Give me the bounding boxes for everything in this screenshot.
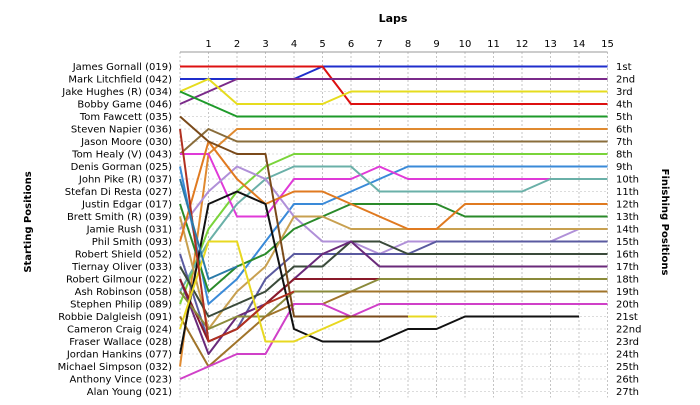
finishing-label: 8th (616, 150, 633, 161)
lap-tick-label: 10 (459, 39, 472, 50)
starting-label: Anthony Vince (023) (70, 375, 173, 386)
starting-label: Jamie Rush (031) (86, 225, 172, 236)
finishing-label: 21st (616, 312, 638, 323)
driver-line (180, 65, 608, 105)
driver-line (179, 240, 608, 343)
finishing-label: 16th (616, 250, 639, 261)
starting-label: Justin Edgar (017) (81, 200, 172, 211)
driver-line (179, 178, 238, 280)
starting-label: Michael Simpson (032) (58, 362, 173, 373)
starting-label: Jake Hughes (R) (034) (61, 87, 172, 98)
driver-line (179, 128, 295, 343)
lap-tick-label: 11 (487, 39, 500, 50)
finishing-label: 22nd (616, 325, 641, 336)
starting-label: Phil Smith (093) (92, 237, 172, 248)
starting-label: Ash Robinson (058) (75, 287, 172, 298)
starting-label: Denis Gorman (025) (71, 162, 173, 173)
starting-label: Jason Moore (030) (80, 137, 172, 148)
driver-line (179, 303, 608, 380)
finishing-label: 9th (616, 162, 633, 173)
finishing-label: 17th (616, 262, 639, 273)
driver-line (179, 240, 608, 318)
lap-ticks: 1 2 3 4 5 6 7 8 9 10 11 12 13 14 15 (205, 39, 614, 50)
driver-line (179, 215, 608, 330)
lap-tick-label: 3 (262, 39, 268, 50)
driver-line (179, 115, 408, 318)
lap-tick-label: 15 (601, 39, 614, 50)
lap-tick-label: 7 (376, 39, 382, 50)
driver-line (179, 240, 608, 355)
starting-label: Robbie Dalgleish (091) (58, 312, 172, 323)
finishing-label: 27th (616, 387, 639, 398)
finishing-label: 4th (616, 100, 633, 111)
finishing-label: 11th (616, 187, 639, 198)
starting-label: Fraser Wallace (028) (69, 337, 172, 348)
starting-label: Robert Shield (052) (75, 250, 172, 261)
driver-line (179, 78, 608, 105)
finishing-label: 14th (616, 225, 639, 236)
left-axis-label: Starting Positions (23, 171, 34, 272)
finishing-label: 1st (616, 62, 632, 73)
driver-line (180, 65, 608, 80)
starting-label: Steven Napier (036) (71, 125, 172, 136)
starting-label: Stephen Philip (089) (70, 300, 172, 311)
finishing-label: 20th (616, 300, 639, 311)
driver-line (179, 203, 608, 293)
lap-tick-label: 9 (433, 39, 439, 50)
lap-tick-label: 2 (234, 39, 240, 50)
finishing-label: 2nd (616, 75, 635, 86)
finishing-label: 19th (616, 287, 639, 298)
finishing-label: 23rd (616, 337, 639, 348)
starting-label: James Gornall (019) (72, 62, 172, 73)
driver-line (179, 140, 608, 242)
starting-label: Tiernay Oliver (033) (71, 262, 172, 273)
finishing-label: 25th (616, 362, 639, 373)
lap-tick-label: 4 (291, 39, 297, 50)
lap-tick-label: 1 (205, 39, 211, 50)
chart-title: Laps (379, 12, 408, 25)
lap-tick-label: 14 (573, 39, 586, 50)
lap-tick-label: 13 (544, 39, 557, 50)
finishing-label: 18th (616, 275, 639, 286)
finishing-label: 5th (616, 112, 633, 123)
driver-line (179, 128, 608, 367)
finishing-label: 3rd (616, 87, 633, 98)
starting-label: Jordan Hankins (077) (66, 350, 172, 361)
finishing-label: 12th (616, 200, 639, 211)
finishing-label: 13th (616, 212, 639, 223)
driver-line (179, 78, 608, 105)
driver-line (179, 290, 608, 368)
right-axis-label: Finishing Positions (659, 169, 670, 276)
driver-line (179, 128, 608, 155)
finishing-label: 15th (616, 237, 639, 248)
finishing-label: 26th (616, 375, 639, 386)
starting-label: Mark Litchfield (042) (68, 75, 172, 86)
driver-line (179, 165, 608, 305)
finishing-label: 7th (616, 137, 633, 148)
starting-label: Tom Fawcett (035) (79, 112, 172, 123)
driver-line (179, 90, 608, 118)
finishing-labels: 1st2nd3rd4th5th6th7th8th9th10th11th12th1… (616, 62, 641, 398)
series-lines (179, 65, 608, 380)
starting-label: Bobby Game (046) (77, 100, 172, 111)
lap-tick-label: 12 (516, 39, 529, 50)
starting-label: Robert Gilmour (022) (66, 275, 172, 286)
lap-tick-label: 5 (319, 39, 325, 50)
finishing-label: 10th (616, 175, 639, 186)
starting-label: John Pike (R) (037) (78, 175, 172, 186)
starting-label: Brett Smith (R) (039) (67, 212, 172, 223)
starting-label: Alan Young (021) (87, 387, 172, 398)
driver-line (179, 153, 608, 305)
finishing-label: 6th (616, 125, 633, 136)
driver-line (179, 190, 579, 355)
lap-tick-label: 6 (348, 39, 354, 50)
starting-label: Tom Healy (V) (043) (71, 150, 172, 161)
finishing-label: 24th (616, 350, 639, 361)
starting-label: Stefan Di Resta (027) (65, 187, 172, 198)
lap-tick-label: 8 (405, 39, 411, 50)
starting-labels: James Gornall (019) Mark Litchfield (042)… (58, 62, 173, 398)
driver-line (180, 153, 608, 218)
starting-label: Cameron Craig (024) (67, 325, 172, 336)
